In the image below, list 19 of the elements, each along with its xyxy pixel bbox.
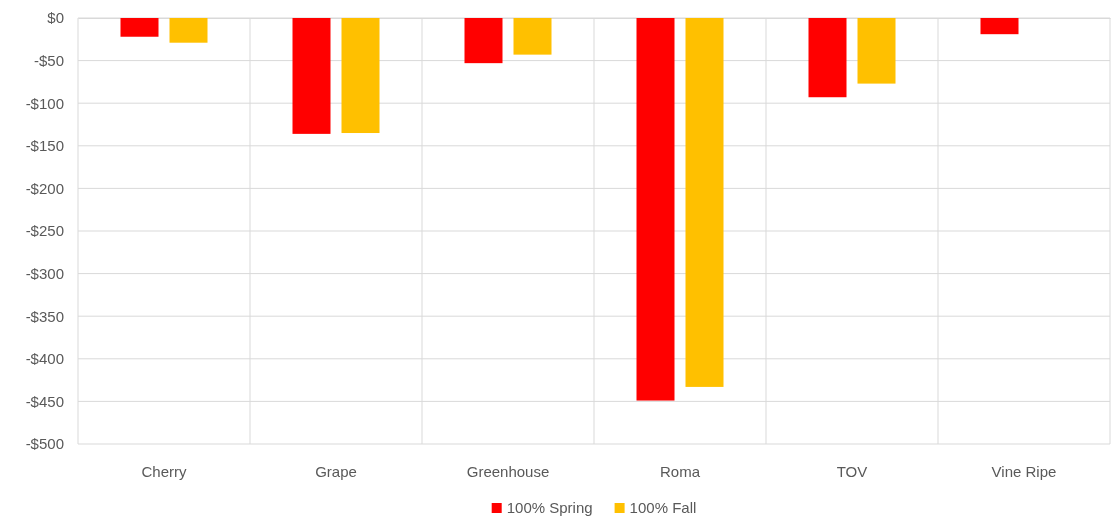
y-tick-label: -$150 bbox=[25, 137, 64, 155]
y-tick-label: -$250 bbox=[25, 222, 64, 240]
x-tick-label: TOV bbox=[836, 462, 868, 480]
legend-label: 100% Spring bbox=[506, 499, 593, 516]
legend-label: 100% Fall bbox=[629, 499, 697, 516]
x-tick-label: Greenhouse bbox=[466, 462, 550, 480]
x-tick-label: Grape bbox=[315, 462, 357, 480]
y-tick-label: -$300 bbox=[25, 264, 64, 282]
y-tick-label: -$450 bbox=[25, 392, 64, 410]
y-tick-label: -$400 bbox=[25, 350, 64, 368]
y-tick-label: -$350 bbox=[25, 307, 64, 325]
x-tick-label: Roma bbox=[659, 462, 701, 480]
x-tick-label: Cherry bbox=[141, 462, 187, 480]
x-tick-label: Vine Ripe bbox=[991, 462, 1057, 480]
y-tick-label: -$50 bbox=[33, 51, 64, 69]
y-tick-label: -$500 bbox=[25, 435, 64, 453]
y-tick-label: $0 bbox=[47, 9, 64, 27]
y-tick-label: -$200 bbox=[25, 179, 64, 197]
y-tick-label: -$100 bbox=[25, 94, 64, 112]
